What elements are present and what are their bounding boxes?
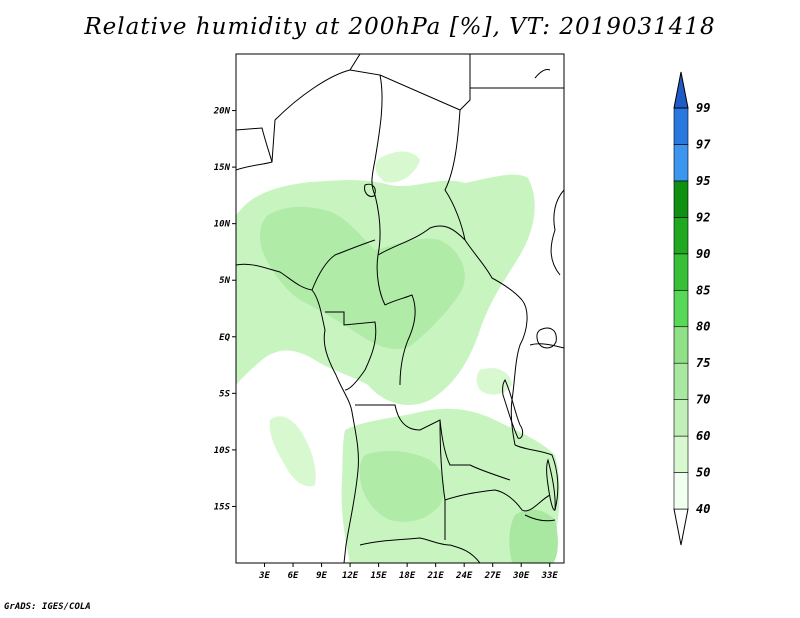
- humidity-region-southeast: [509, 509, 558, 563]
- lake-malawi: [546, 458, 556, 511]
- lon-tick-label: 15E: [370, 571, 387, 581]
- colorbar-label: 80: [696, 320, 710, 334]
- lon-tick-label: 9E: [316, 571, 327, 581]
- colorbar: 40 50 60 70 75 80 85 90 92 95 97 99: [673, 71, 711, 546]
- colorbar-segment: [673, 107, 689, 145]
- colorbar-segment: [673, 326, 689, 364]
- lon-tick-label: 18E: [399, 571, 416, 581]
- country-borders: [236, 54, 564, 563]
- colorbar-label: 85: [696, 283, 710, 297]
- colorbar-label: 97: [696, 137, 711, 151]
- colorbar-label: 50: [696, 466, 710, 480]
- lon-tick-label: 6E: [288, 571, 299, 581]
- border-gabon: [325, 311, 377, 391]
- border-cameroon: [311, 239, 376, 291]
- colorbar-bottom-arrow: [673, 508, 689, 546]
- lon-tick-label: 33E: [541, 571, 559, 581]
- map-frame: [235, 53, 565, 564]
- humidity-region-central-core: [260, 206, 465, 350]
- humidity-region-south-core: [359, 450, 445, 522]
- humidity-region-south: [341, 408, 560, 563]
- lake-tanganyika: [502, 378, 524, 439]
- border-north-west: [236, 127, 273, 163]
- colorbar-segment: [673, 144, 689, 182]
- lon-tick-label: 24E: [455, 571, 473, 581]
- coastline-west: [236, 263, 359, 563]
- lat-tick-label: 20N: [213, 107, 231, 117]
- lon-tick-label: 21E: [427, 571, 445, 581]
- humidity-region-west-coast: [269, 416, 316, 487]
- colorbar-segment: [673, 180, 689, 218]
- humidity-region-east: [476, 368, 512, 395]
- humidity-region-sahel: [375, 151, 420, 183]
- border-east-5: [524, 514, 556, 522]
- colorbar-label: 99: [696, 101, 710, 115]
- colorbar-label: 75: [696, 356, 710, 370]
- colorbar-label: 90: [696, 247, 710, 261]
- lat-tick-label: 10S: [214, 446, 231, 456]
- colorbar-segment: [673, 435, 689, 473]
- colorbar-segment: [673, 399, 689, 437]
- grads-credit: GrADS: IGES/COLA: [4, 602, 91, 612]
- colorbar-segment: [673, 362, 689, 400]
- border-north-3: [379, 54, 471, 111]
- lon-tick-label: 3E: [258, 571, 270, 581]
- colorbar-label: 60: [696, 429, 710, 443]
- lake-victoria: [536, 327, 557, 349]
- colorbar-label: 95: [696, 174, 710, 188]
- border-drc-south: [355, 404, 511, 481]
- latitude-ticks: 20N 15N 10N 5N EQ 5S 10S 15S: [213, 107, 236, 512]
- colorbar-segment: [673, 472, 689, 510]
- colorbar-label: 40: [696, 502, 710, 516]
- lon-tick-label: 12E: [342, 571, 359, 581]
- lat-tick-label: EQ: [219, 333, 230, 343]
- red-sea-coast: [534, 69, 551, 79]
- border-east-4: [514, 444, 559, 511]
- humidity-fields: [236, 151, 560, 563]
- lon-tick-label: 30E: [512, 571, 530, 581]
- lat-tick-label: 15S: [214, 502, 231, 512]
- lat-tick-label: 5S: [219, 389, 230, 399]
- border-namibia: [359, 537, 481, 563]
- lon-tick-label: 27E: [484, 571, 502, 581]
- border-car: [377, 225, 523, 301]
- lat-tick-label: 10N: [214, 220, 231, 230]
- lake-chad: [364, 183, 376, 197]
- colorbar-segment: [673, 253, 689, 291]
- lat-tick-label: 15N: [214, 163, 231, 173]
- border-zambia: [444, 489, 551, 512]
- border-north-4: [444, 109, 466, 241]
- border-north-1: [236, 69, 383, 196]
- colorbar-segment: [673, 217, 689, 255]
- border-congo-north: [384, 294, 416, 386]
- border-east-3: [529, 343, 564, 349]
- border-east-2: [550, 189, 564, 276]
- colorbar-label: 70: [696, 393, 710, 407]
- longitude-ticks: 3E 6E 9E 12E 15E 18E 21E 24E 27E 30E 33E: [258, 563, 558, 581]
- colorbar-top-arrow: [673, 71, 689, 109]
- colorbar-label: 92: [696, 210, 710, 224]
- colorbar-segment: [673, 289, 689, 328]
- border-north-2: [349, 54, 361, 71]
- map-title: Relative humidity at 200hPa [%], VT: 201…: [84, 14, 716, 40]
- lat-tick-label: 5N: [219, 276, 230, 286]
